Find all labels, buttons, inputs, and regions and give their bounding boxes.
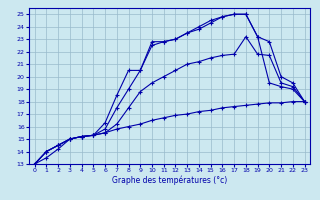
X-axis label: Graphe des températures (°c): Graphe des températures (°c): [112, 176, 227, 185]
